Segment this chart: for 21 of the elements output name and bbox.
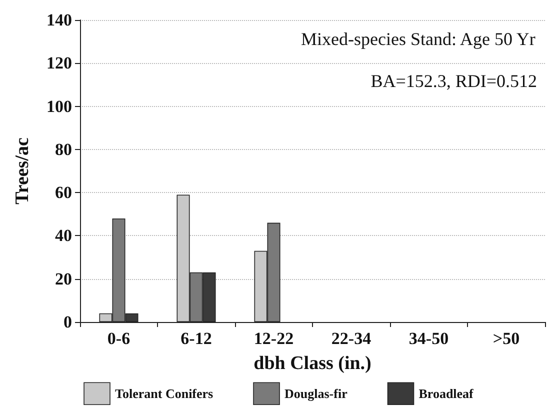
y-tick-label: 60 (55, 183, 72, 202)
x-axis-title: dbh Class (in.) (254, 353, 372, 374)
x-tick-label: >50 (492, 329, 520, 348)
y-tick-label: 40 (55, 226, 72, 246)
y-tick-label: 120 (46, 54, 72, 73)
annotation: BA=152.3, RDI=0.512 (370, 71, 538, 91)
x-tick-label: 22-34 (331, 329, 372, 348)
y-axis-title: Trees/ac (12, 138, 33, 204)
y-tick-label: 80 (55, 140, 72, 159)
y-tick-label: 0 (64, 312, 72, 332)
legend-label: Tolerant Conifers (115, 386, 214, 402)
x-tick-label: 6-12 (180, 329, 212, 348)
y-tick-label: 140 (46, 10, 72, 30)
y-tick-label: 100 (46, 96, 72, 116)
legend-label: Douglas-fir (284, 386, 348, 402)
x-tick-label: 0-6 (107, 329, 130, 348)
x-tick-label: 34-50 (408, 329, 449, 348)
annotation: Mixed-species Stand: Age 50 Yr (301, 29, 536, 49)
x-tick-label: 12-22 (254, 329, 294, 348)
legend-label: Broadleaf (418, 386, 474, 402)
y-tick-label: 20 (55, 269, 72, 288)
